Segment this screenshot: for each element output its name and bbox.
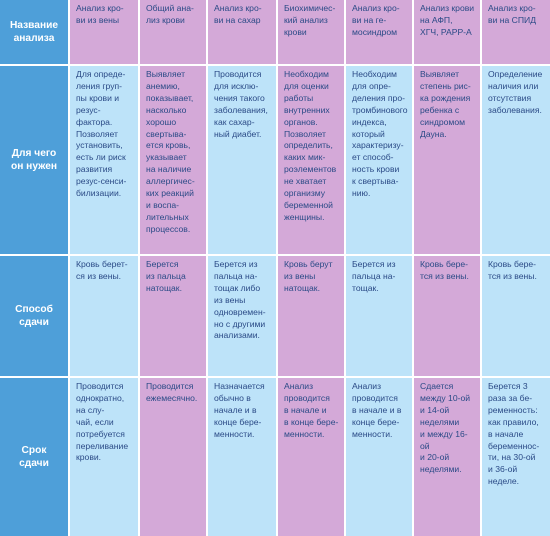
- cell-purpose-4: Необходим для оценки работы внутренних о…: [278, 66, 344, 254]
- cell-timing-5-text: Анализ проводится в начале и в конце бер…: [352, 381, 402, 439]
- cell-name-6: Анализ крови на АФП, ХГЧ, PAPP-A: [414, 0, 480, 64]
- cell-purpose-7: Определение наличия или отсутствия забол…: [482, 66, 550, 254]
- row-header-purpose: Для чего он нужен: [0, 66, 68, 254]
- cell-method-4-text: Кровь берут из вены натощак.: [284, 259, 333, 293]
- cell-name-4: Биохимичес- кий анализ крови: [278, 0, 344, 64]
- cell-method-6-text: Кровь бере- тся из вены.: [420, 259, 469, 281]
- row-header-timing-text: Срок сдачи: [19, 445, 49, 469]
- cell-name-2: Общий ана- лиз крови: [140, 0, 206, 64]
- cell-timing-4: Анализ проводится в начале и в конце бер…: [278, 378, 344, 536]
- cell-name-2-text: Общий ана- лиз крови: [146, 3, 194, 25]
- cell-timing-6-text: Сдается между 10-ой и 14-ой неделями и м…: [420, 381, 471, 475]
- row-header-name: Название анализа: [0, 0, 68, 64]
- cell-name-6-text: Анализ крови на АФП, ХГЧ, PAPP-A: [420, 3, 475, 37]
- cell-timing-7: Берется 3 раза за бе- ременность: как пр…: [482, 378, 550, 536]
- cell-timing-7-text: Берется 3 раза за бе- ременность: как пр…: [488, 381, 540, 487]
- cell-method-1: Кровь берет- ся из вены.: [70, 256, 138, 376]
- cell-method-5: Берется из пальца на- тощак.: [346, 256, 412, 376]
- cell-timing-2-text: Проводится ежемесячно.: [146, 381, 198, 403]
- cell-purpose-1: Для опреде- ления груп- пы крови и резус…: [70, 66, 138, 254]
- cell-method-3-text: Берется из пальца на- тощак либо из вены…: [214, 259, 266, 341]
- cell-name-4-text: Биохимичес- кий анализ крови: [284, 3, 336, 37]
- cell-timing-6: Сдается между 10-ой и 14-ой неделями и м…: [414, 378, 480, 536]
- cell-purpose-3: Проводится для исклю- чения такого забол…: [208, 66, 276, 254]
- cell-timing-3: Назначается обычно в начале и в конце бе…: [208, 378, 276, 536]
- cell-name-7: Анализ кро- ви на СПИД: [482, 0, 550, 64]
- cell-name-7-text: Анализ кро- ви на СПИД: [488, 3, 537, 25]
- cell-timing-3-text: Назначается обычно в начале и в конце бе…: [214, 381, 265, 439]
- cell-purpose-7-text: Определение наличия или отсутствия забол…: [488, 69, 543, 115]
- cell-purpose-4-text: Необходим для оценки работы внутренних о…: [284, 69, 337, 222]
- cell-name-3: Анализ кро- ви на сахар: [208, 0, 276, 64]
- row-header-method-text: Способ сдачи: [15, 304, 53, 328]
- cell-method-3: Берется из пальца на- тощак либо из вены…: [208, 256, 276, 376]
- cell-name-5: Анализ кро- ви на ге- мосиндром: [346, 0, 412, 64]
- cell-method-7-text: Кровь бере- тся из вены.: [488, 259, 537, 281]
- cell-method-2-text: Берется из пальца натощак.: [146, 259, 186, 293]
- row-header-purpose-text: Для чего он нужен: [10, 148, 58, 172]
- cell-timing-1: Проводится однократно, на слу- чай, если…: [70, 378, 138, 536]
- cell-purpose-2-text: Выявляет анемию, показывает, насколько х…: [146, 69, 195, 234]
- cell-name-5-text: Анализ кро- ви на ге- мосиндром: [352, 3, 400, 37]
- cell-name-1-text: Анализ кро- ви из вены: [76, 3, 124, 25]
- cell-purpose-5-text: Необходим для опре- деления про- тромбин…: [352, 69, 408, 199]
- cell-purpose-6-text: Выявляет степень рис- ка рождения ребенк…: [420, 69, 471, 139]
- cell-method-7: Кровь бере- тся из вены.: [482, 256, 550, 376]
- cell-method-1-text: Кровь берет- ся из вены.: [76, 259, 128, 281]
- cell-purpose-6: Выявляет степень рис- ка рождения ребенк…: [414, 66, 480, 254]
- cell-purpose-5: Необходим для опре- деления про- тромбин…: [346, 66, 412, 254]
- cell-timing-1-text: Проводится однократно, на слу- чай, если…: [76, 381, 129, 463]
- cell-timing-4-text: Анализ проводится в начале и в конце бер…: [284, 381, 339, 439]
- row-header-timing: Срок сдачи: [0, 378, 68, 536]
- cell-timing-5: Анализ проводится в начале и в конце бер…: [346, 378, 412, 536]
- cell-method-4: Кровь берут из вены натощак.: [278, 256, 344, 376]
- cell-name-1: Анализ кро- ви из вены: [70, 0, 138, 64]
- cell-purpose-2: Выявляет анемию, показывает, насколько х…: [140, 66, 206, 254]
- cell-method-5-text: Берется из пальца на- тощак.: [352, 259, 396, 293]
- row-header-method: Способ сдачи: [0, 256, 68, 376]
- cell-timing-2: Проводится ежемесячно.: [140, 378, 206, 536]
- cell-method-6: Кровь бере- тся из вены.: [414, 256, 480, 376]
- cell-purpose-1-text: Для опреде- ления груп- пы крови и резус…: [76, 69, 127, 199]
- cell-name-3-text: Анализ кро- ви на сахар: [214, 3, 262, 25]
- cell-method-2: Берется из пальца натощак.: [140, 256, 206, 376]
- row-header-name-text: Название анализа: [9, 20, 59, 44]
- cell-purpose-3-text: Проводится для исклю- чения такого забол…: [214, 69, 268, 139]
